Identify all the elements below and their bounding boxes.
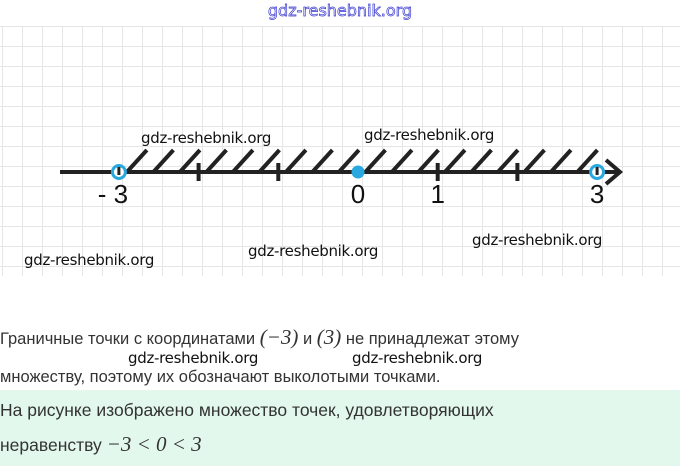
axis-label: 3 bbox=[590, 179, 604, 209]
conclusion-line-1: На рисунке изображено множество точек, у… bbox=[0, 400, 494, 420]
text: не принадлежат этому bbox=[341, 330, 519, 348]
hatch-line bbox=[231, 148, 255, 174]
hatch-line bbox=[416, 148, 440, 174]
watermark: gdz-reshebnik.org bbox=[352, 349, 483, 367]
hatch-line bbox=[125, 148, 149, 174]
explanation-line-2: множеству, поэтому их обозначают выколот… bbox=[0, 368, 441, 386]
hatch-line bbox=[390, 148, 414, 174]
hatch-line bbox=[337, 148, 361, 174]
text: неравенству bbox=[0, 435, 107, 455]
hatch-line bbox=[469, 148, 493, 174]
hatch-line bbox=[496, 148, 520, 174]
text: Граничные точки с координатами bbox=[0, 330, 260, 348]
math-minus-3: (−3) bbox=[259, 325, 299, 349]
math-3: (3) bbox=[316, 325, 342, 349]
hatch-line bbox=[178, 148, 202, 174]
watermark-top: gdz-reshebnik.org bbox=[267, 1, 413, 21]
explanation-line-1: Граничные точки с координатами (−3) и (3… bbox=[0, 326, 680, 348]
watermark: gdz-reshebnik.org bbox=[141, 129, 272, 147]
grid-background bbox=[0, 26, 680, 276]
hatch-line bbox=[310, 148, 334, 174]
axis-arrow bbox=[604, 158, 624, 186]
conclusion-line-2: неравенству −3 < 0 < 3 bbox=[0, 433, 202, 457]
watermark: gdz-reshebnik.org bbox=[24, 251, 155, 269]
watermark: gdz-reshebnik.org bbox=[472, 231, 603, 249]
watermark: gdz-reshebnik.org bbox=[248, 242, 379, 260]
number-line: - 3 0 1 3 bbox=[60, 148, 624, 209]
watermark: gdz-reshebnik.org bbox=[364, 126, 495, 144]
watermark: gdz-reshebnik.org bbox=[128, 349, 259, 367]
axis-label: - 3 bbox=[98, 179, 128, 209]
hatch-line bbox=[204, 148, 228, 174]
hatch-line bbox=[151, 148, 175, 174]
axis-label: 1 bbox=[430, 179, 444, 209]
hatch-line bbox=[522, 148, 546, 174]
math-inequality: −3 < 0 < 3 bbox=[106, 432, 202, 456]
hatch-line bbox=[443, 148, 467, 174]
hatch-line bbox=[575, 148, 599, 174]
conclusion-box: На рисунке изображено множество точек, у… bbox=[0, 390, 680, 466]
axis-label: 0 bbox=[351, 179, 365, 209]
hatch-line bbox=[284, 148, 308, 174]
hatch-line bbox=[363, 148, 387, 174]
hatching bbox=[125, 148, 599, 174]
filled-point bbox=[351, 165, 365, 179]
hatch-line bbox=[257, 148, 281, 174]
hatch-line bbox=[549, 148, 573, 174]
text: и bbox=[298, 330, 317, 348]
